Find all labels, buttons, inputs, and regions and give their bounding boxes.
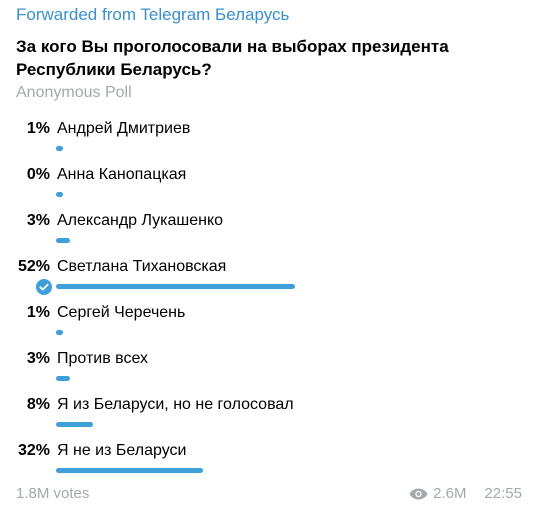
message-time: 22:55: [484, 485, 522, 502]
option-result-bar: [56, 422, 93, 427]
option-label: Против всех: [57, 350, 149, 367]
option-percent: 1%: [26, 120, 50, 137]
option-result-bar: [56, 284, 295, 289]
option-result-bar: [56, 468, 203, 473]
option-result-bar: [56, 238, 70, 243]
option-result-track: [56, 422, 516, 427]
option-label: Я не из Беларуси: [57, 442, 187, 459]
option-result-track: [56, 238, 516, 243]
option-result-bar: [56, 330, 63, 335]
option-result-track: [56, 330, 516, 335]
option-result-bar: [56, 376, 70, 381]
eye-icon: [409, 488, 428, 499]
poll-option: 1% Сергей Черечень: [0, 304, 534, 350]
poll-option: 1% Андрей Дмитриев: [0, 120, 534, 166]
forwarded-from-link[interactable]: Forwarded from Telegram Беларусь: [16, 5, 290, 24]
option-result-track: [56, 146, 516, 151]
option-result-bar: [56, 192, 63, 197]
option-result-track: [56, 468, 516, 473]
poll-option: 3% Против всех: [0, 350, 534, 396]
option-result-track: [56, 376, 516, 381]
option-label: Сергей Черечень: [57, 304, 186, 321]
poll-option: 3% Александр Лукашенко: [0, 212, 534, 258]
option-percent: 32%: [17, 442, 50, 459]
option-percent: 3%: [26, 350, 50, 367]
check-circle-icon: [35, 278, 53, 296]
poll-option: 32% Я не из Беларуси: [0, 442, 534, 488]
option-label: Александр Лукашенко: [57, 212, 224, 229]
option-percent: 1%: [26, 304, 50, 321]
option-label: Андрей Дмитриев: [57, 120, 191, 137]
option-result-track: [56, 192, 516, 197]
poll-option: 0% Анна Канопацкая: [0, 166, 534, 212]
option-label: Я из Беларуси, но не голосовал: [57, 396, 294, 413]
option-result-bar: [56, 146, 63, 151]
option-label: Светлана Тихановская: [57, 258, 227, 275]
message-meta: 2.6M 22:55: [409, 485, 522, 502]
option-label: Анна Канопацкая: [57, 166, 187, 183]
view-count: 2.6M: [433, 485, 467, 502]
option-percent: 52%: [17, 258, 50, 275]
option-percent: 0%: [26, 166, 50, 183]
vote-count[interactable]: 1.8M votes: [16, 485, 90, 502]
poll-option: 8% Я из Беларуси, но не голосовал: [0, 396, 534, 442]
poll-question: За кого Вы проголосовали на выборах през…: [16, 37, 449, 79]
option-percent: 3%: [26, 212, 50, 229]
poll-type-label: Anonymous Poll: [16, 84, 132, 101]
option-percent: 8%: [26, 396, 50, 413]
poll-option: 52% Светлана Тихановская: [0, 258, 534, 304]
option-result-track: [56, 284, 516, 289]
